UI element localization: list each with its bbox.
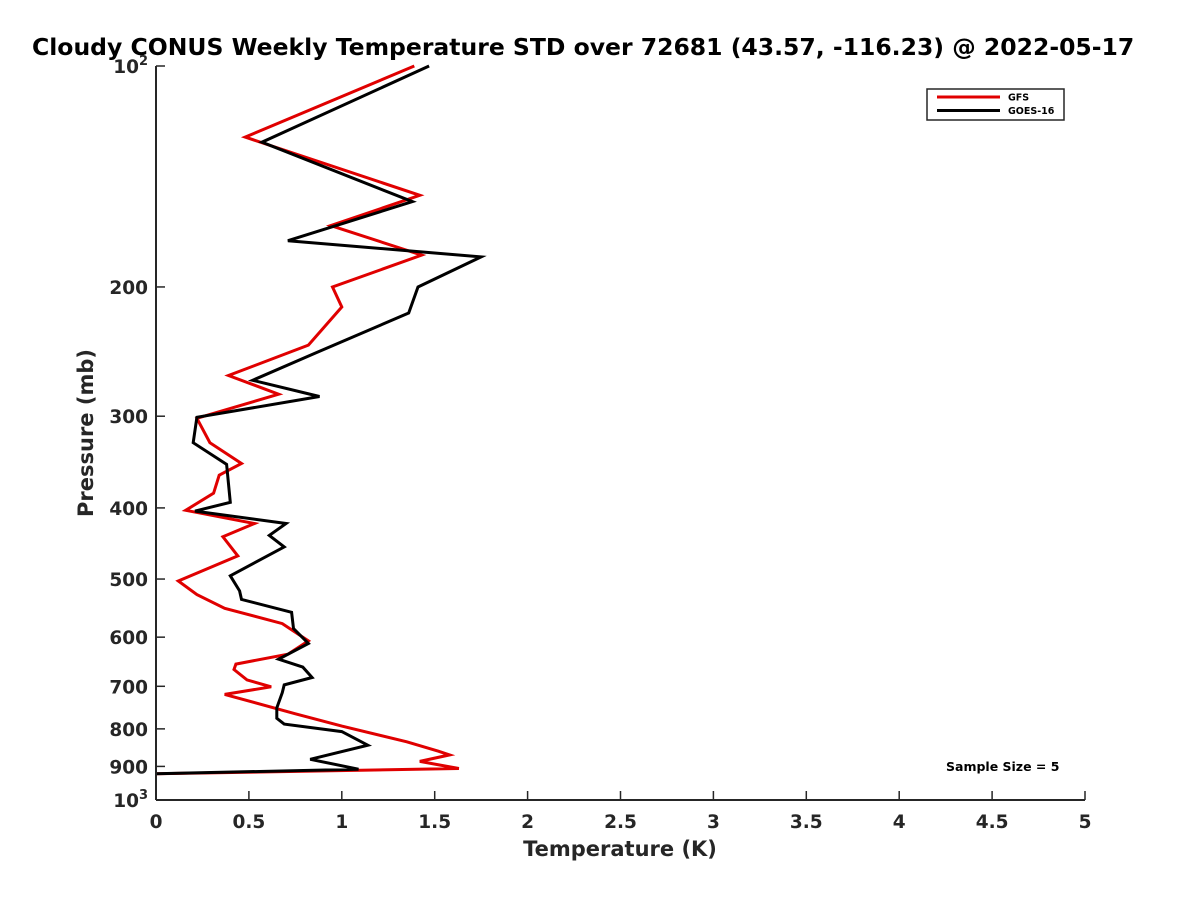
- series-line-goes-16: [155, 64, 487, 776]
- series-line-gfs: [155, 64, 460, 776]
- x-ticks: 0 0.5 1 1.5 2 2.5 3 3.5 4 4.5 5: [150, 791, 1092, 833]
- y-tick-label: 600: [109, 628, 148, 649]
- y-ticks: 102 200 300 400 500 600 700 800 900 103: [109, 54, 165, 812]
- y-tick-label: 400: [109, 499, 148, 520]
- x-tick-label: 3: [707, 812, 720, 833]
- sample-size-annotation: Sample Size = 5: [946, 759, 1059, 774]
- series-layer: [155, 64, 487, 776]
- x-tick-label: 4.5: [976, 812, 1009, 833]
- legend-box: [926, 88, 1065, 121]
- y-tick-label: 900: [109, 757, 148, 778]
- y-tick-label: 102: [113, 54, 148, 78]
- x-tick-label: 4: [893, 812, 906, 833]
- x-tick-label: 0: [150, 812, 163, 833]
- x-tick-label: 0.5: [233, 812, 266, 833]
- x-tick-label: 1.5: [418, 812, 451, 833]
- x-tick-label: 2.5: [604, 812, 637, 833]
- y-tick-label: 500: [109, 570, 148, 591]
- chart-title: Cloudy CONUS Weekly Temperature STD over…: [32, 33, 1134, 61]
- legend-label: GFS: [1008, 93, 1029, 104]
- y-tick-label: 300: [109, 407, 148, 428]
- y-tick-label: 103: [113, 788, 148, 812]
- y-tick-label: 800: [109, 720, 148, 741]
- x-axis-label: Temperature (K): [523, 837, 717, 861]
- y-axis-label: Pressure (mb): [74, 349, 98, 517]
- x-tick-label: 1: [335, 812, 348, 833]
- x-tick-label: 5: [1079, 812, 1092, 833]
- legend: GFS GOES-16: [926, 88, 1065, 121]
- x-tick-label: 3.5: [790, 812, 823, 833]
- x-tick-label: 2: [521, 812, 534, 833]
- y-tick-label: 200: [109, 278, 148, 299]
- legend-label: GOES-16: [1008, 106, 1055, 117]
- y-tick-label: 700: [109, 677, 148, 698]
